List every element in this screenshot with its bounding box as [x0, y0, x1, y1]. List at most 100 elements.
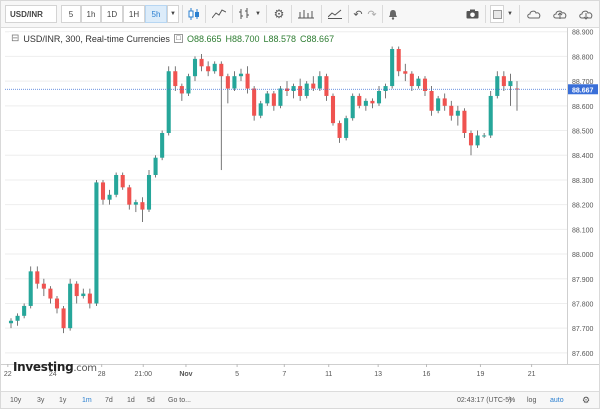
candle [271, 93, 276, 106]
redo-button[interactable]: ↷ [365, 5, 379, 23]
range-10y[interactable]: 10y [10, 397, 22, 404]
candle [28, 271, 33, 306]
candle [173, 71, 178, 87]
candle [416, 78, 421, 87]
candle [383, 86, 388, 91]
drawing-tools-button[interactable] [236, 5, 252, 23]
cloud-icon [527, 10, 541, 19]
settings-button[interactable]: ⚙ [271, 5, 287, 23]
gear-icon: ⚙ [273, 7, 285, 21]
candle [179, 86, 184, 94]
cloud-save-button[interactable] [549, 5, 571, 23]
interval-label: 5h [151, 9, 161, 19]
range-1m[interactable]: 1m [82, 397, 92, 404]
gear-icon[interactable]: ⚙ [582, 395, 591, 405]
chevron-down-icon: ▼ [170, 11, 176, 17]
undo-button[interactable]: ↶ [351, 5, 365, 23]
x-tick-label: 5 [235, 371, 239, 378]
interval-1d[interactable]: 1D [101, 5, 123, 23]
color-dropdown[interactable]: ▼ [505, 5, 515, 23]
interval-dropdown[interactable]: ▼ [167, 5, 179, 23]
indicators-button[interactable] [209, 5, 229, 23]
chevron-down-icon: ▼ [507, 11, 513, 17]
candle [403, 71, 408, 74]
interval-5[interactable]: 5 [61, 5, 81, 23]
auto-scale-toggle[interactable]: auto [550, 397, 564, 404]
candle [48, 288, 53, 299]
range-5d[interactable]: 5d [147, 397, 155, 404]
y-tick-label: 87.800 [572, 301, 594, 308]
percent-scale-toggle[interactable]: % [509, 397, 516, 404]
candle [212, 63, 217, 72]
candle [455, 110, 460, 116]
candle [8, 320, 14, 324]
scale-button[interactable] [295, 5, 317, 23]
interval-5h[interactable]: 5h [145, 5, 167, 23]
symbol-label: USD/INR [10, 9, 43, 19]
alert-button[interactable] [385, 5, 401, 23]
screenshot-button[interactable] [463, 5, 481, 23]
range-3y[interactable]: 3y [37, 397, 45, 404]
interval-label: 1D [106, 9, 118, 19]
goto-date-button[interactable]: Go to... [168, 397, 191, 404]
candles-button[interactable] [186, 5, 202, 23]
candle [107, 194, 112, 200]
current-price-label: 88.667 [572, 87, 594, 94]
drawing-dropdown[interactable]: ▼ [253, 5, 263, 23]
y-tick-label: 87.700 [572, 326, 594, 333]
interval-1h[interactable]: 1h [81, 5, 101, 23]
x-tick-label: 13 [374, 371, 382, 378]
candle [100, 182, 106, 200]
candle [114, 175, 119, 195]
cloud-load-icon [579, 10, 593, 20]
candle [495, 76, 500, 96]
bars-icon [239, 8, 249, 19]
candle [350, 95, 355, 119]
cloud-load-button[interactable] [575, 5, 597, 23]
candle [324, 76, 329, 96]
candle [146, 175, 152, 210]
collapse-icon[interactable]: ⊟ [11, 33, 20, 44]
candle [278, 88, 283, 106]
cloud-button[interactable] [523, 5, 545, 23]
x-tick-label: 22 [4, 371, 12, 378]
legend-settings-icon[interactable]: □ [173, 34, 183, 43]
candle [238, 73, 244, 77]
y-tick-label: 88.500 [572, 129, 594, 136]
candle [449, 105, 454, 116]
candle [133, 202, 138, 205]
candle [291, 86, 296, 91]
candle [436, 98, 441, 111]
candle [206, 66, 211, 72]
range-7d[interactable]: 7d [105, 397, 113, 404]
candle [337, 123, 342, 138]
candle [219, 63, 224, 77]
candle [74, 283, 79, 297]
range-1y[interactable]: 1y [59, 397, 67, 404]
price-chart[interactable]: 88.900 88.800 88.700 88.600 88.500 88.400 88.3… [1, 28, 599, 388]
compare-icon [328, 9, 342, 19]
interval-1h-alt[interactable]: 1H [123, 5, 145, 23]
x-tick-label: 28 [98, 371, 106, 378]
x-tick-label: 16 [423, 371, 431, 378]
symbol-search-input[interactable]: USD/INR [5, 5, 57, 23]
range-1d[interactable]: 1d [127, 397, 135, 404]
redo-icon: ↷ [367, 8, 377, 21]
candle [396, 49, 401, 72]
candle [140, 202, 145, 210]
candle [41, 283, 46, 289]
candle [166, 71, 171, 133]
candle [186, 76, 191, 94]
candle [508, 81, 513, 87]
color-swatch-button[interactable] [490, 5, 504, 23]
compare-button[interactable] [325, 5, 345, 23]
y-tick-label: 87.900 [572, 277, 594, 284]
x-tick-label: 7 [282, 371, 286, 378]
x-tick-label: 19 [477, 371, 485, 378]
candle [87, 293, 92, 304]
log-scale-toggle[interactable]: log [527, 397, 537, 404]
chart-legend: ⊟ USD/INR, 300, Real-time Currencies □ O… [9, 32, 337, 45]
x-tick-label: Nov [179, 371, 192, 378]
candle [475, 135, 480, 146]
candlestick-chart[interactable]: 88.900 88.800 88.700 88.600 88.500 88.400 88.3… [1, 28, 599, 388]
